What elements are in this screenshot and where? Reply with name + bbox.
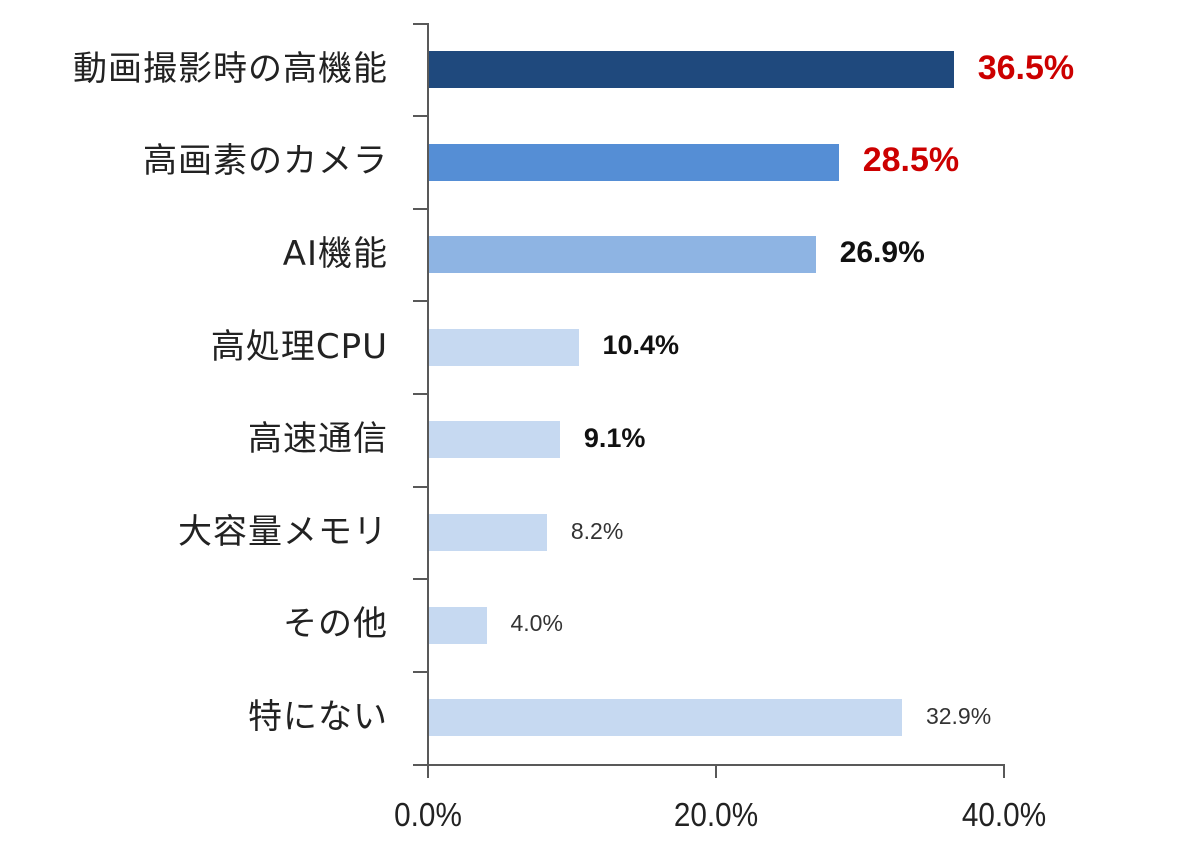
y-axis-tick bbox=[413, 578, 428, 580]
category-label: 高画素のカメラ bbox=[143, 141, 388, 181]
value-label: 9.1% bbox=[583, 423, 646, 454]
value-label: 8.2% bbox=[570, 517, 624, 544]
bar bbox=[429, 51, 954, 88]
bar bbox=[429, 514, 547, 551]
y-axis-tick bbox=[413, 23, 428, 25]
y-axis-tick bbox=[413, 393, 428, 395]
value-label: 10.4% bbox=[602, 330, 680, 361]
x-axis-tick bbox=[1003, 764, 1005, 778]
bar bbox=[429, 699, 902, 737]
value-label: 28.5% bbox=[862, 141, 960, 180]
y-axis-line bbox=[427, 23, 429, 766]
y-axis-tick bbox=[413, 300, 428, 302]
x-axis-line bbox=[413, 764, 1005, 766]
x-tick-label: 0.0% bbox=[394, 796, 462, 833]
y-axis-tick bbox=[413, 115, 428, 117]
x-axis-tick bbox=[715, 764, 717, 778]
bar bbox=[429, 606, 487, 644]
value-label: 26.9% bbox=[839, 236, 925, 270]
value-label: 32.9% bbox=[925, 703, 992, 730]
bar bbox=[429, 236, 816, 274]
category-label: 動画撮影時の高機能 bbox=[73, 49, 388, 89]
bar bbox=[429, 328, 579, 366]
y-axis-tick bbox=[413, 671, 428, 673]
category-label: AI機能 bbox=[282, 234, 388, 274]
value-label: 36.5% bbox=[977, 48, 1075, 87]
x-axis-tick bbox=[427, 764, 429, 778]
bar bbox=[429, 143, 839, 181]
y-axis-tick bbox=[413, 486, 428, 488]
category-label: その他 bbox=[283, 604, 388, 644]
x-tick-label: 40.0% bbox=[961, 796, 1047, 833]
x-tick-label: 20.0% bbox=[673, 796, 759, 833]
bar bbox=[429, 421, 560, 459]
y-axis-tick bbox=[413, 208, 428, 210]
category-label: 大容量メモリ bbox=[178, 512, 388, 552]
value-label: 4.0% bbox=[510, 610, 563, 637]
category-label: 高処理CPU bbox=[210, 327, 388, 367]
category-label: 高速通信 bbox=[248, 419, 388, 459]
category-label: 特にない bbox=[248, 697, 388, 737]
